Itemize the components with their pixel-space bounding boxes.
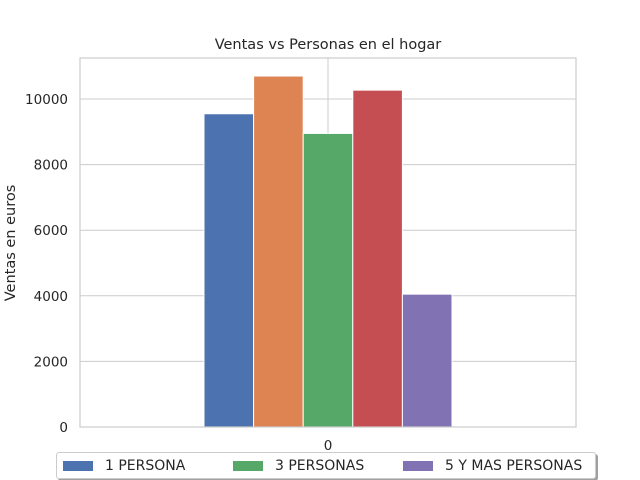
bar-series-4 (352, 89, 403, 428)
x-tick-label: 0 (324, 438, 333, 454)
legend-swatch (63, 461, 93, 471)
legend-label: 1 PERSONA (105, 458, 186, 474)
legend-item-5-y-mas-personas: 5 Y MAS PERSONAS (403, 458, 582, 474)
legend: 1 PERSONA 3 PERSONAS 5 Y MAS PERSONAS (56, 452, 596, 479)
legend-item-3-personas: 3 PERSONAS (233, 458, 364, 474)
y-tick-label: 0 (59, 420, 68, 436)
y-tick-label: 8000 (34, 158, 68, 174)
bar-series-2 (253, 75, 304, 428)
legend-item-1-persona: 1 PERSONA (63, 458, 185, 474)
y-tick-label: 4000 (34, 289, 68, 305)
y-tick-labels: 0 2000 4000 6000 8000 10000 (25, 92, 68, 436)
legend-label: 5 Y MAS PERSONAS (445, 458, 583, 474)
bar-series-3 (302, 132, 354, 428)
y-tick-label: 10000 (25, 92, 68, 108)
chart-title: Ventas vs Personas en el hogar (215, 37, 442, 53)
x-tick-labels: 0 (324, 438, 333, 454)
legend-swatch (403, 461, 433, 471)
y-axis-label: Ventas en euros (3, 185, 19, 302)
y-tick-label: 6000 (34, 223, 68, 239)
bars (203, 75, 453, 428)
legend-swatch (233, 461, 263, 471)
plot-frame (79, 57, 577, 428)
bar-series-5 (401, 293, 453, 428)
bar-series-1 (203, 113, 255, 428)
legend-label: 3 PERSONAS (275, 458, 365, 474)
y-tick-label: 2000 (34, 354, 68, 370)
